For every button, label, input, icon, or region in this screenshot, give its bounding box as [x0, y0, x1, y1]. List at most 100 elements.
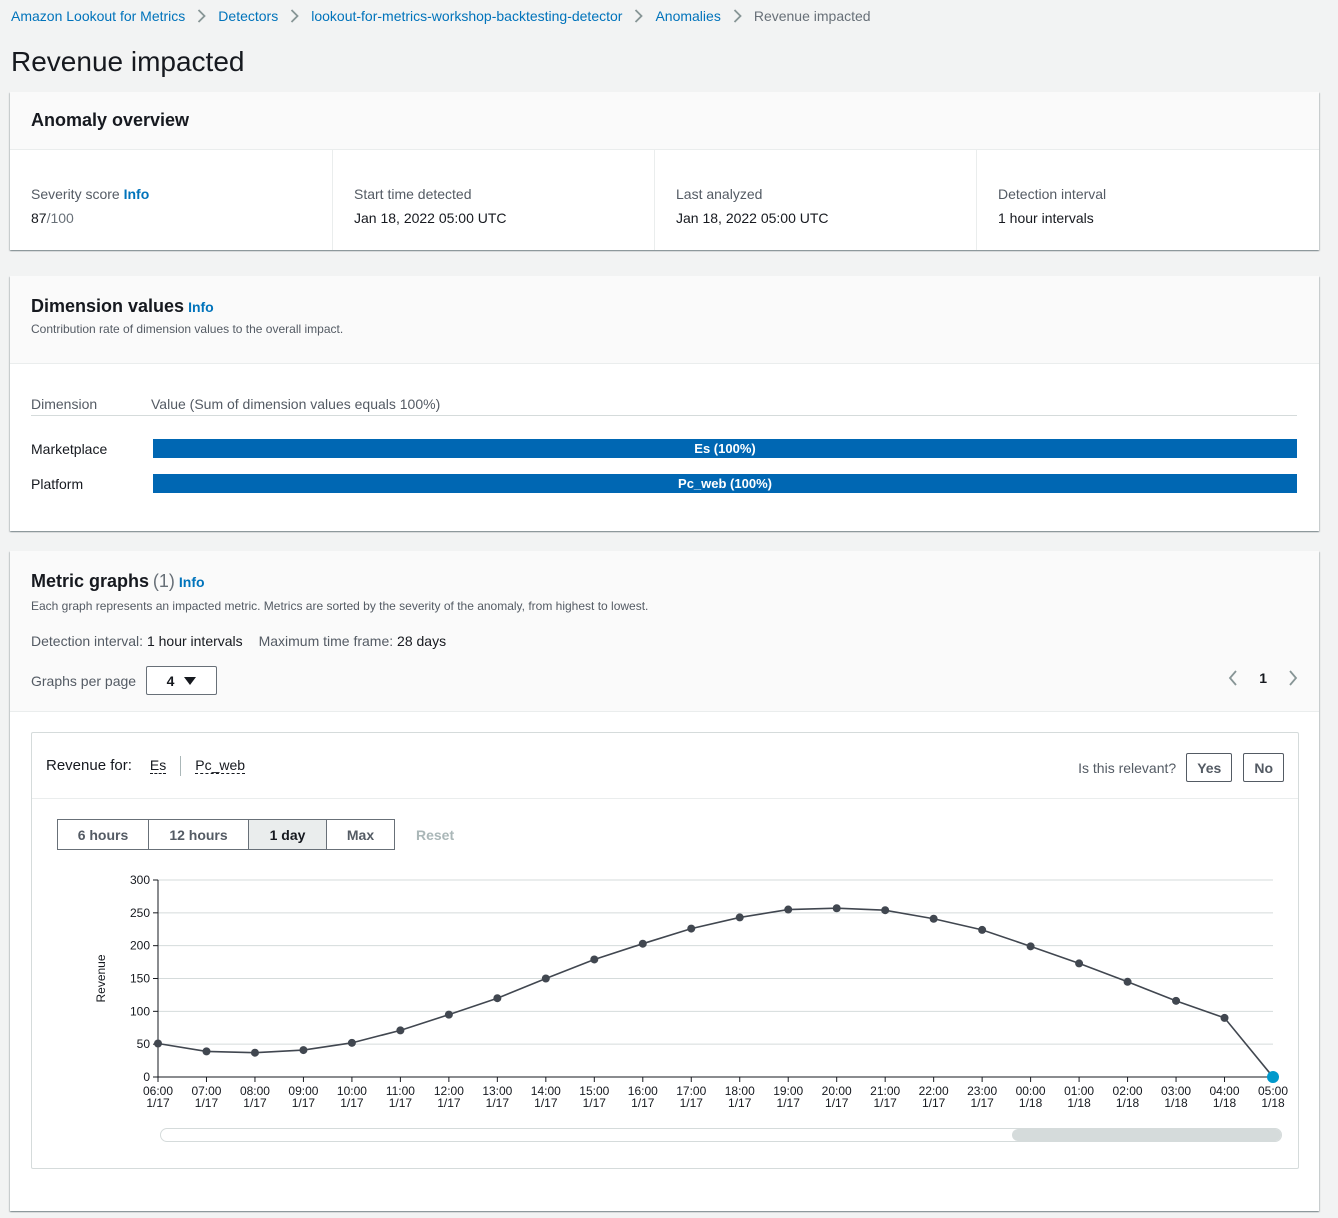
range-1-day-button[interactable]: 1 day: [248, 819, 327, 850]
no-button[interactable]: No: [1243, 753, 1284, 782]
data-point: [541, 974, 550, 983]
dimension-values-description: Contribution rate of dimension values to…: [31, 322, 344, 336]
next-page-icon[interactable]: [1287, 669, 1299, 687]
data-point: [929, 914, 938, 923]
x-tick-label: 1/17: [486, 1096, 510, 1110]
dimension-tag[interactable]: Pc_web: [195, 757, 246, 774]
x-tick-label: 01:00: [1064, 1084, 1094, 1098]
data-point: [1172, 996, 1181, 1005]
metric-meta: Detection interval: 1 hour intervals Max…: [31, 633, 1298, 649]
x-tick-label: 00:00: [1016, 1084, 1046, 1098]
metric-graphs-card: Metric graphs (1) Info Each graph represe…: [10, 551, 1319, 1211]
metric-info-link[interactable]: Info: [178, 574, 205, 590]
x-tick-label: 03:00: [1161, 1084, 1191, 1098]
x-tick-label: 1/17: [583, 1096, 607, 1110]
time-range-selector: 6 hours 12 hours 1 day Max: [57, 819, 395, 850]
current-page[interactable]: 1: [1259, 670, 1267, 686]
x-tick-label: 1/17: [389, 1096, 413, 1110]
dimension-values-card: Dimension values Info Contribution rate o…: [10, 276, 1319, 531]
relevance-feedback: Is this relevant? Yes No: [1078, 753, 1284, 782]
breadcrumb-link-detectors[interactable]: Detectors: [218, 8, 279, 24]
x-tick-label: 16:00: [628, 1084, 658, 1098]
metric-graphs-description: Each graph represents an impacted metric…: [31, 599, 649, 613]
data-point: [784, 905, 793, 914]
breadcrumb-link-service[interactable]: Amazon Lookout for Metrics: [11, 8, 186, 24]
dimension-bar[interactable]: Es (100%): [153, 439, 1297, 458]
severity-info-link[interactable]: Info: [123, 186, 150, 202]
x-tick-label: 20:00: [822, 1084, 852, 1098]
data-point: [396, 1026, 405, 1035]
x-tick-label: 1/17: [243, 1096, 267, 1110]
x-tick-label: 1/17: [534, 1096, 558, 1110]
dimension-bar[interactable]: Pc_web (100%): [153, 474, 1297, 493]
range-6-hours-button[interactable]: 6 hours: [57, 819, 149, 850]
data-point: [590, 955, 599, 964]
dimension-tag[interactable]: Es: [149, 757, 167, 774]
metric-graphs-count: (1): [152, 571, 175, 591]
severity-field: Severity score Info 87/100: [10, 164, 332, 250]
data-point: [154, 1039, 162, 1048]
x-tick-label: 10:00: [337, 1084, 367, 1098]
caret-down-icon: [184, 676, 197, 685]
x-tick-label: 04:00: [1210, 1084, 1240, 1098]
breadcrumb-link-anomalies[interactable]: Anomalies: [655, 8, 721, 24]
x-tick-label: 12:00: [434, 1084, 464, 1098]
x-tick-label: 09:00: [288, 1084, 318, 1098]
previous-page-icon[interactable]: [1227, 669, 1239, 687]
breadcrumb-current: Revenue impacted: [753, 8, 871, 24]
x-tick-label: 1/17: [680, 1096, 704, 1110]
range-12-hours-button[interactable]: 12 hours: [148, 819, 249, 850]
dimension-name: Marketplace: [31, 440, 108, 457]
dimension-values-title: Dimension values: [31, 296, 185, 316]
x-tick-label: 1/17: [970, 1096, 994, 1110]
relevance-label: Is this relevant?: [1078, 759, 1177, 776]
dimension-column-header: Dimension: [31, 396, 98, 412]
chart-scrollbar-thumb[interactable]: [1012, 1129, 1281, 1141]
anomaly-overview-header: Anomaly overview: [10, 92, 1319, 150]
last-analyzed-value: Jan 18, 2022 05:00 UTC: [676, 210, 829, 226]
y-tick-label: 250: [130, 906, 150, 920]
graphs-per-page-value: 4: [166, 672, 175, 689]
value-column-header: Value (Sum of dimension values equals 10…: [151, 396, 441, 412]
graphs-per-page-select[interactable]: 4: [146, 666, 218, 695]
metric-graphs-title: Metric graphs: [31, 571, 150, 591]
chart-scrollbar[interactable]: [160, 1128, 1282, 1142]
x-tick-label: 1/17: [922, 1096, 946, 1110]
data-point: [832, 904, 841, 913]
graphs-per-page-label: Graphs per page: [31, 672, 137, 689]
x-tick-label: 1/18: [1019, 1096, 1043, 1110]
y-tick-label: 200: [130, 939, 150, 953]
dimension-name: Platform: [31, 475, 84, 492]
anomaly-overview-title: Anomaly overview: [31, 110, 190, 130]
x-tick-label: 1/18: [1116, 1096, 1140, 1110]
y-tick-label: 150: [130, 972, 150, 986]
data-point: [978, 925, 987, 934]
x-tick-label: 05:00: [1258, 1084, 1288, 1098]
range-max-button[interactable]: Max: [326, 819, 395, 850]
reset-button[interactable]: Reset: [416, 826, 455, 843]
dimension-row: Marketplace Es (100%): [31, 431, 1297, 466]
y-axis-label: Revenue: [94, 954, 108, 1002]
data-point: [1123, 977, 1132, 986]
start-time-label: Start time detected: [354, 186, 472, 202]
dimension-info-link[interactable]: Info: [188, 299, 214, 315]
x-tick-label: 1/17: [340, 1096, 364, 1110]
x-tick-label: 13:00: [482, 1084, 512, 1098]
yes-button[interactable]: Yes: [1186, 753, 1233, 782]
breadcrumb: Amazon Lookout for Metrics Detectors loo…: [11, 6, 871, 26]
x-tick-label: 06:00: [143, 1084, 173, 1098]
tag-divider: [180, 755, 182, 776]
metric-interval-label: Detection interval:: [31, 633, 144, 649]
data-point: [299, 1046, 308, 1055]
dimension-table-header: Dimension Value (Sum of dimension values…: [31, 396, 1297, 416]
y-tick-label: 50: [137, 1037, 151, 1051]
detection-interval-value: 1 hour intervals: [998, 210, 1094, 226]
y-tick-label: 0: [143, 1070, 150, 1084]
metric-graph-card: Revenue for: Es Pc_web Is this relevant?…: [31, 732, 1299, 1169]
x-tick-label: 1/17: [437, 1096, 461, 1110]
x-tick-label: 22:00: [919, 1084, 949, 1098]
breadcrumb-link-detector[interactable]: lookout-for-metrics-workshop-backtesting…: [311, 8, 623, 24]
dimension-table: Dimension Value (Sum of dimension values…: [31, 396, 1297, 501]
data-point: [250, 1048, 259, 1057]
severity-label: Severity score: [31, 186, 120, 202]
